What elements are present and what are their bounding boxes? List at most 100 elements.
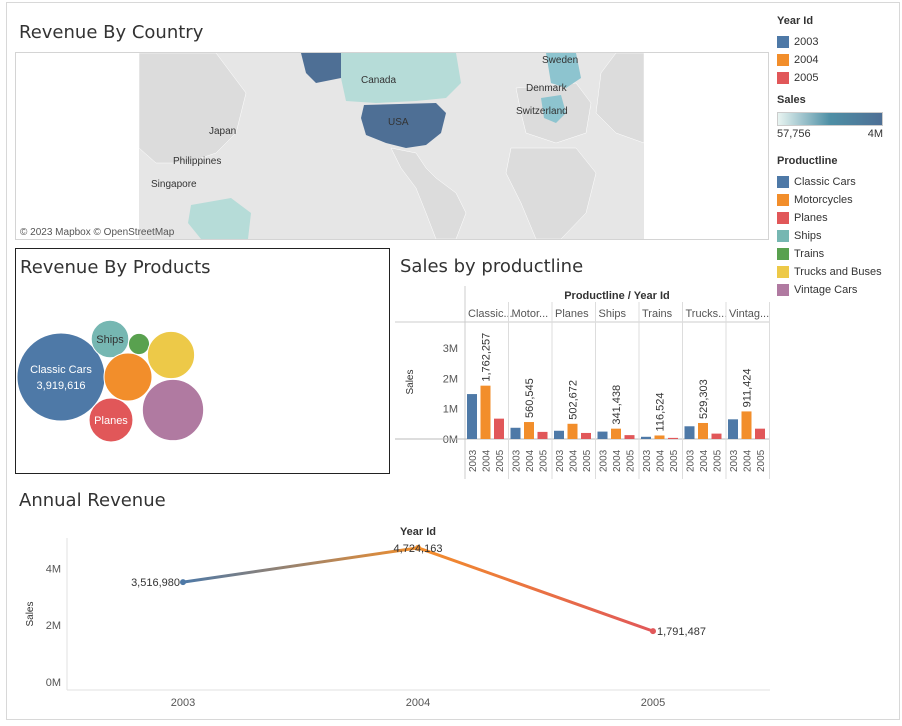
year-legend-swatch — [777, 36, 789, 48]
revenue-map[interactable]: Canada USA Japan Philippines Singapore S… — [15, 52, 769, 240]
bar-group-label: Planes — [555, 308, 589, 320]
bar-trains-2005[interactable] — [668, 437, 678, 439]
bar-group-label: Vintag... — [729, 308, 769, 320]
productline-legend-label: Trains — [794, 248, 825, 260]
bar-year-label: 2003 — [729, 449, 740, 472]
bar-year-label: 2003 — [642, 449, 653, 472]
bar-vintag-2003[interactable] — [728, 419, 738, 439]
bar-planes-2004[interactable] — [567, 423, 578, 439]
bar-trucks-2005[interactable] — [711, 433, 722, 439]
bar-data-label: 116,524 — [655, 393, 667, 432]
year-legend-item-2003[interactable]: 2003 — [777, 33, 818, 51]
line-point-2005[interactable] — [650, 628, 656, 635]
map-label-switzerland: Switzerland — [516, 106, 568, 117]
line-xtick: 2004 — [406, 697, 430, 709]
map-region-australia[interactable] — [188, 198, 251, 239]
bar-year-label: 2005 — [669, 449, 680, 472]
map-attribution: © 2023 Mapbox © OpenStreetMap — [20, 227, 175, 238]
map-label-denmark: Denmark — [526, 83, 568, 94]
sales-legend-min: 57,756 — [777, 128, 811, 140]
bar-ytick: 3M — [443, 343, 458, 355]
map-region-usa[interactable] — [361, 103, 446, 148]
productline-legend-item-trains[interactable]: Trains — [777, 245, 882, 263]
bar-group-label: Trucks... — [686, 308, 728, 320]
bar-classic-2004[interactable] — [480, 385, 491, 439]
map-region-alaska[interactable] — [301, 53, 346, 83]
bar-year-label: 2005 — [582, 449, 593, 472]
map-region-latam — [390, 147, 467, 239]
bubble-vintage-cars[interactable] — [141, 378, 205, 442]
line-segment-2004-2005[interactable] — [417, 546, 654, 633]
bar-motor-2003[interactable] — [510, 427, 521, 439]
bar-year-label: 2005 — [495, 449, 506, 472]
productline-legend-swatch — [777, 284, 789, 296]
bar-ships-2005[interactable] — [624, 435, 635, 439]
bubble-value-classic-cars: 3,919,616 — [37, 380, 86, 392]
dashboard-frame — [6, 2, 900, 720]
map-region-sweden[interactable] — [546, 53, 581, 88]
bar-trains-2004[interactable] — [654, 435, 665, 439]
bar-classic-2003[interactable] — [467, 394, 477, 439]
bar-year-label: 2004 — [699, 449, 710, 472]
bar-vintag-2004[interactable] — [741, 411, 752, 439]
bar-ships-2004[interactable] — [611, 428, 621, 439]
bar-group-label: Classic... — [468, 308, 513, 320]
productline-legend-item-planes[interactable]: Planes — [777, 209, 882, 227]
productline-legend-label: Classic Cars — [794, 176, 856, 188]
productline-legend-swatch — [777, 212, 789, 224]
bar-motor-2004[interactable] — [524, 422, 534, 439]
productline-legend-item-motorcycles[interactable]: Motorcycles — [777, 191, 882, 209]
bar-year-label: 2004 — [525, 449, 536, 472]
bubble-classic-cars[interactable] — [16, 332, 106, 422]
bubble-motorcycles[interactable] — [103, 352, 153, 402]
bar-data-label: 560,545 — [524, 378, 536, 418]
line-title: Annual Revenue — [19, 490, 166, 511]
products-title: Revenue By Products — [20, 257, 211, 278]
productline-legend-item-classic-cars[interactable]: Classic Cars — [777, 173, 882, 191]
map-region-denmark[interactable] — [541, 95, 566, 123]
bar-classic-2005[interactable] — [494, 418, 504, 439]
bar-year-label: 2004 — [656, 449, 667, 472]
year-legend-label: 2003 — [794, 36, 819, 48]
productline-legend-label: Motorcycles — [794, 194, 853, 206]
bar-chart: Productline / Year Id Sales 0M 1M 2M 3M Classi… — [395, 286, 770, 479]
year-legend-label: 2005 — [794, 72, 819, 84]
map-region-canada[interactable] — [341, 53, 461, 103]
map-svg: Canada USA Japan Philippines Singapore S… — [20, 53, 645, 239]
bar-title: Sales by productline — [400, 256, 584, 277]
bubble-planes[interactable] — [88, 397, 134, 443]
map-region-asia-east — [595, 53, 645, 144]
products-panel: Revenue By Products Classic Cars 3,919,61… — [15, 248, 390, 474]
bar-trains-2003[interactable] — [641, 436, 651, 439]
productline-legend-swatch — [777, 266, 789, 278]
sales-legend-max: 4M — [867, 128, 883, 140]
productline-legend-item-trucks-and-buses[interactable]: Trucks and Buses — [777, 263, 882, 281]
bar-year-label: 2004 — [743, 449, 754, 472]
bar-planes-2003[interactable] — [554, 430, 564, 439]
bar-ships-2003[interactable] — [597, 431, 608, 439]
map-label-japan: Japan — [209, 126, 236, 137]
bar-trucks-2004[interactable] — [698, 422, 708, 439]
bar-year-label: 2004 — [569, 449, 580, 472]
line-point-2003[interactable] — [180, 579, 186, 586]
bar-planes-2005[interactable] — [581, 432, 591, 439]
year-legend-item-2005[interactable]: 2005 — [777, 69, 818, 87]
bar-data-label: 341,438 — [611, 385, 623, 425]
line-point-2004[interactable] — [415, 544, 421, 551]
bar-group-label: Trains — [642, 308, 673, 320]
line-ytick: 4M — [46, 563, 61, 575]
productline-legend: Productline Classic Cars Motorcycles Plane… — [777, 155, 882, 299]
productline-legend-item-vintage-cars[interactable]: Vintage Cars — [777, 281, 882, 299]
bubble-ships[interactable] — [90, 319, 130, 359]
productline-legend-item-ships[interactable]: Ships — [777, 227, 882, 245]
map-title: Revenue By Country — [19, 22, 204, 43]
year-legend-item-2004[interactable]: 2004 — [777, 51, 818, 69]
bar-vintag-2005[interactable] — [755, 428, 765, 439]
bubble-trains[interactable] — [127, 332, 151, 356]
bar-motor-2005[interactable] — [537, 431, 548, 439]
bar-trucks-2003[interactable] — [684, 426, 695, 439]
line-segment-2003-2004[interactable] — [182, 546, 419, 584]
map-label-singapore: Singapore — [151, 179, 197, 190]
bubble-trucks-and-buses[interactable] — [146, 330, 196, 380]
bar-year-label: 2003 — [686, 449, 697, 472]
